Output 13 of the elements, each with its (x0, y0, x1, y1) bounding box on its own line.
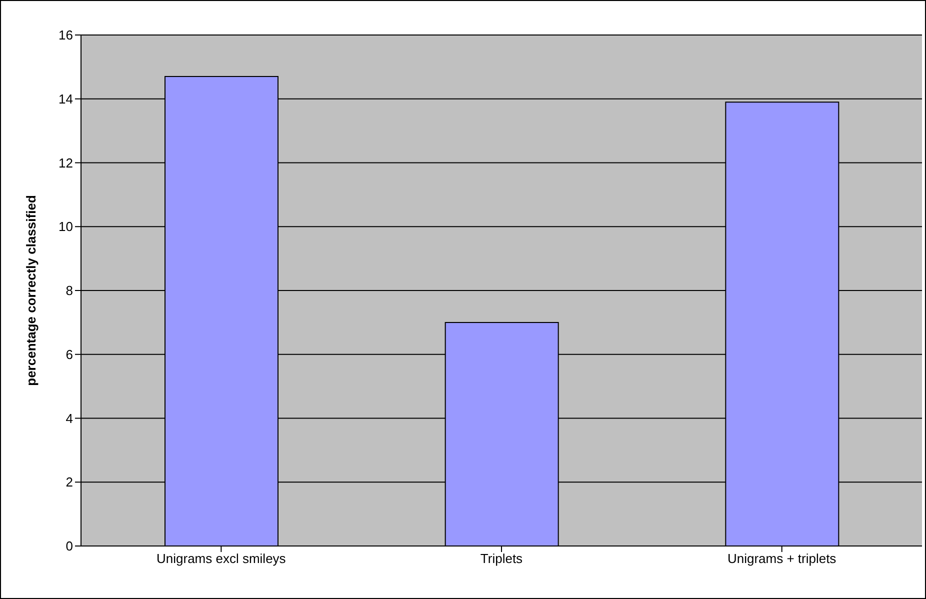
y-tick-label: 0 (66, 538, 73, 554)
y-tick-label: 4 (66, 410, 73, 426)
x-tick-label: Unigrams + triplets (727, 551, 837, 566)
x-tick-label: Unigrams excl smileys (156, 551, 286, 566)
y-tick-label: 14 (58, 91, 73, 106)
y-tick-label: 10 (58, 219, 73, 234)
x-tick-label: Triplets (480, 551, 524, 566)
y-axis-title: percentage correctly classified (24, 195, 39, 386)
y-tick-label: 2 (66, 474, 73, 490)
y-tick-label: 8 (66, 283, 73, 298)
y-tick-label: 16 (58, 28, 73, 43)
y-tick-label: 6 (66, 346, 73, 362)
y-tick-label: 12 (58, 155, 73, 170)
